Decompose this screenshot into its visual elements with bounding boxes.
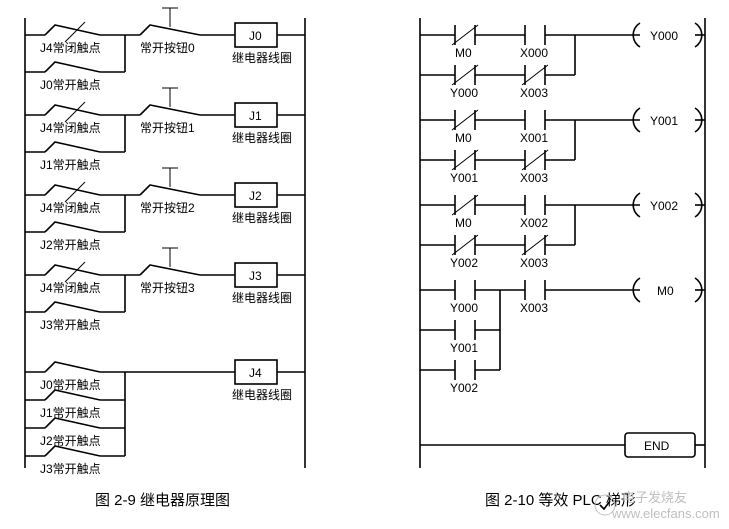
caption-left: 图 2-9 继电器原理图 [95,492,230,509]
svg-text:X001: X001 [520,131,548,145]
svg-text:M0: M0 [455,131,472,145]
svg-text:X003: X003 [520,301,548,315]
svg-text:J4常闭触点: J4常闭触点 [40,201,101,215]
svg-text:J2常开触点: J2常开触点 [40,434,101,448]
svg-text:J2: J2 [249,189,262,203]
relay-rung-3: J4常闭触点 常开按钮3 J3 继电器线圈 J3常开触点 [25,248,305,332]
svg-text:Y000: Y000 [450,86,478,100]
svg-text:Y000: Y000 [450,301,478,315]
relay-rung-4: J0常开触点 J4 继电器线圈 J1常开触点 J2常开触点 J3常开触点 [25,360,305,476]
svg-text:电子发烧友: 电子发烧友 [622,490,687,505]
svg-text:J1常开触点: J1常开触点 [40,158,101,172]
svg-text:常开按钮2: 常开按钮2 [140,200,195,215]
svg-text:继电器线圈: 继电器线圈 [232,211,292,225]
svg-text:Y001: Y001 [450,171,478,185]
svg-text:Y001: Y001 [650,114,678,128]
svg-text:J2常开触点: J2常开触点 [40,238,101,252]
svg-text:X000: X000 [520,46,548,60]
svg-text:常开按钮3: 常开按钮3 [140,280,195,295]
plc-rung-2: M0 X002 Y002 Y002 X003 [420,193,705,270]
svg-text:X003: X003 [520,256,548,270]
svg-text:M0: M0 [657,284,674,298]
svg-text:J1: J1 [249,109,262,123]
svg-text:Y002: Y002 [450,256,478,270]
svg-text:X002: X002 [520,216,548,230]
relay-schematic: J4常闭触点 常开按钮0 J0 继电器线圈 J0常开触点 J4常闭触点 常开按钮… [25,8,305,476]
svg-text:J3常开触点: J3常开触点 [40,462,101,476]
nc-label-0: J4常闭触点 [40,41,101,55]
btn-label-0: 常开按钮0 [140,40,195,55]
svg-text:END: END [644,439,670,453]
svg-text:Y001: Y001 [450,341,478,355]
svg-text:Y002: Y002 [450,381,478,395]
svg-text:J1常开触点: J1常开触点 [40,406,101,420]
svg-text:J3: J3 [249,269,262,283]
svg-text:X003: X003 [520,171,548,185]
svg-text:www.elecfans.com: www.elecfans.com [611,506,720,521]
par-label-0: J0常开触点 [40,78,101,92]
svg-text:J4: J4 [249,366,262,380]
svg-text:J0常开触点: J0常开触点 [40,378,101,392]
svg-text:Y000: Y000 [650,29,678,43]
plc-rung-3: Y000 X003 M0 Y001 Y002 [420,278,705,395]
svg-text:J4常闭触点: J4常闭触点 [40,121,101,135]
svg-text:X003: X003 [520,86,548,100]
plc-rung-0: M0 X000 Y000 Y000 X003 [420,23,705,100]
svg-text:常开按钮1: 常开按钮1 [140,120,195,135]
coil-label-0: J0 [249,29,262,43]
svg-text:Y002: Y002 [650,199,678,213]
coil-sub-0: 继电器线圈 [232,51,292,65]
svg-text:继电器线圈: 继电器线圈 [232,291,292,305]
relay-rung-1: J4常闭触点 常开按钮1 J1 继电器线圈 J1常开触点 [25,88,305,172]
svg-text:J4常闭触点: J4常闭触点 [40,281,101,295]
plc-rung-1: M0 X001 Y001 Y001 X003 [420,108,705,185]
plc-rung-end: END [420,433,705,457]
svg-text:J3常开触点: J3常开触点 [40,318,101,332]
svg-text:M0: M0 [455,216,472,230]
relay-rung-0: J4常闭触点 常开按钮0 J0 继电器线圈 J0常开触点 [25,8,305,92]
svg-text:M0: M0 [455,46,472,60]
svg-text:继电器线圈: 继电器线圈 [232,131,292,145]
plc-ladder: M0 X000 Y000 Y000 X003 M0 X001 Y001 Y001… [420,18,705,468]
relay-rung-2: J4常闭触点 常开按钮2 J2 继电器线圈 J2常开触点 [25,168,305,252]
svg-text:继电器线圈: 继电器线圈 [232,388,292,402]
